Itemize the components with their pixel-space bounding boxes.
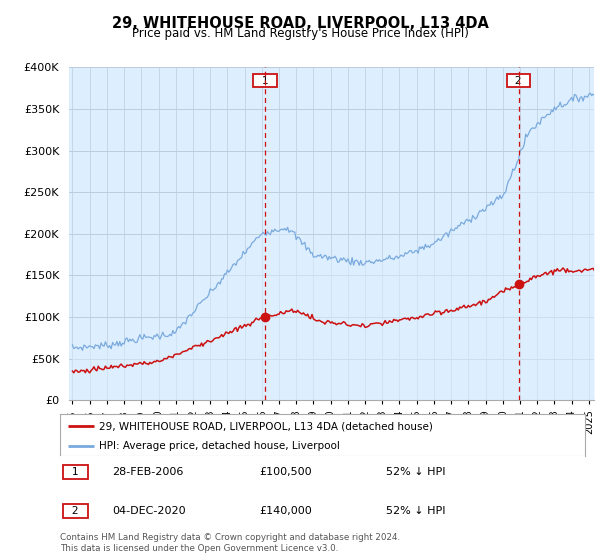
Text: £100,500: £100,500 [260,468,312,478]
Text: 04-DEC-2020: 04-DEC-2020 [113,506,186,516]
Text: Contains HM Land Registry data © Crown copyright and database right 2024.
This d: Contains HM Land Registry data © Crown c… [60,533,400,553]
Text: 2: 2 [65,506,86,516]
Text: 52% ↓ HPI: 52% ↓ HPI [386,506,445,516]
Text: 29, WHITEHOUSE ROAD, LIVERPOOL, L13 4DA: 29, WHITEHOUSE ROAD, LIVERPOOL, L13 4DA [112,16,488,31]
Text: 52% ↓ HPI: 52% ↓ HPI [386,468,445,478]
Text: Price paid vs. HM Land Registry's House Price Index (HPI): Price paid vs. HM Land Registry's House … [131,27,469,40]
Text: 1: 1 [65,468,86,478]
Text: 29, WHITEHOUSE ROAD, LIVERPOOL, L13 4DA (detached house): 29, WHITEHOUSE ROAD, LIVERPOOL, L13 4DA … [100,421,433,431]
Text: 2: 2 [508,76,529,86]
Text: 28-FEB-2006: 28-FEB-2006 [113,468,184,478]
Text: £140,000: £140,000 [260,506,312,516]
Text: 1: 1 [254,76,275,86]
Text: HPI: Average price, detached house, Liverpool: HPI: Average price, detached house, Live… [100,441,340,451]
